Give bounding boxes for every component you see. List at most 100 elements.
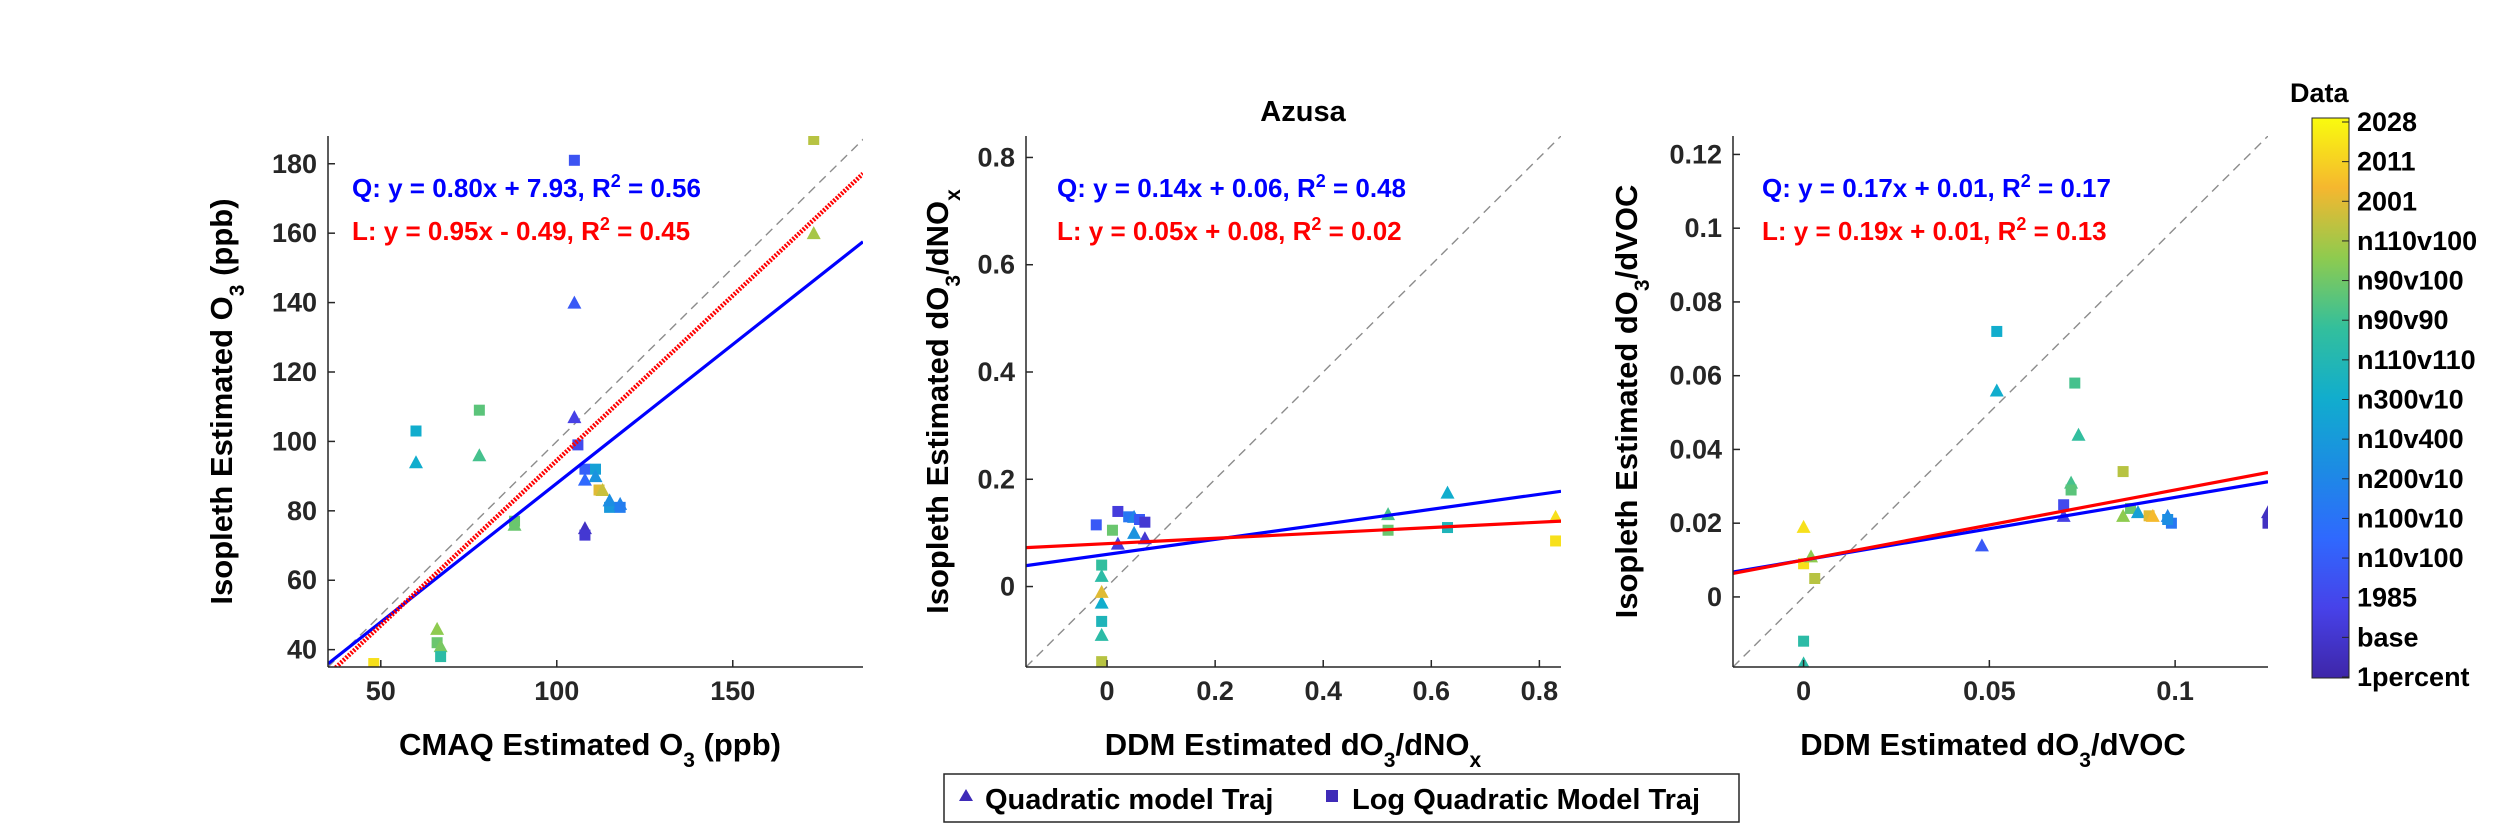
x-tick-label: 0 [1796, 676, 1811, 706]
data-point-square [1991, 325, 2003, 337]
fit-equation-q: Q: y = 0.14x + 0.06, R2 = 0.48 [1057, 171, 1406, 203]
colorbar-label: 1985 [2357, 583, 2417, 613]
data-point-triangle [1974, 538, 1989, 552]
data-point-triangle [1796, 519, 1811, 533]
y-tick-label: 0.1 [1684, 213, 1722, 243]
data-point-square [1139, 516, 1151, 528]
panel-dno3-dnox: 0 0.2 0.4 0.6 0.8 0 0.2 0.4 0.6 0.8 DDM Estimated … [920, 136, 1561, 772]
fit-line-l [333, 171, 863, 667]
identity-line [1026, 136, 1561, 667]
x-axis-label: DDM Estimated dO3/dVOC [1800, 727, 2185, 772]
plot-area [328, 136, 863, 667]
colorbar-label: n90v90 [2357, 305, 2449, 335]
x-tick-label: 150 [710, 676, 755, 706]
legend-square-marker [1326, 790, 1338, 802]
data-point-square [1096, 656, 1108, 667]
y-tick-label: 100 [272, 426, 317, 456]
data-point-triangle [507, 517, 522, 531]
data-point-triangle [408, 455, 423, 469]
colorbar: Data 2028 2011 2001 n110v100 n90v100 n90v90 n1… [2290, 78, 2477, 692]
data-point-triangle [577, 472, 592, 486]
y-tick-label: 0 [1000, 572, 1015, 602]
data-point-square [2262, 517, 2268, 529]
identity-line [328, 138, 863, 667]
y-tick-label: 0.08 [1669, 287, 1722, 317]
colorbar-label: n90v100 [2357, 266, 2464, 296]
data-point-square [579, 529, 591, 541]
x-axis-label: DDM Estimated dO3/dNOx [1105, 727, 1482, 772]
fit-equation-q: Q: y = 0.17x + 0.01, R2 = 0.17 [1762, 171, 2111, 203]
data-point-square [1798, 558, 1810, 570]
data-point-triangle [2116, 508, 2131, 522]
colorbar-label: base [2357, 622, 2419, 652]
colorbar-label: n100v10 [2357, 503, 2464, 533]
y-tick-label: 140 [272, 288, 317, 318]
legend-triangle-marker [959, 789, 973, 801]
data-point-square [1112, 505, 1124, 517]
data-point-square [1550, 535, 1561, 547]
y-axis-label: Isopleth Estimated O3 (ppb) [204, 198, 249, 604]
data-point-square [410, 425, 422, 437]
data-point-square [579, 463, 591, 475]
y-axis-label: Isopleth Estimated dO3/dNOx [920, 189, 965, 614]
y-tick-label: 0.6 [977, 250, 1015, 280]
y-tick-label: 0.02 [1669, 508, 1722, 538]
data-point-triangle [472, 448, 487, 462]
fit-line-q [1026, 489, 1561, 568]
panel-do3-dvoc: 0 0.05 0.1 0 0.02 0.04 0.06 0.08 0.1 0.12 DDM Esti… [1609, 136, 2268, 772]
colorbar-label: n110v100 [2357, 226, 2477, 256]
x-tick-label: 100 [534, 676, 579, 706]
data-point-square [473, 404, 485, 416]
y-tick-label: 0 [1707, 582, 1722, 612]
y-axis-label: Isopleth Estimated dO3/dVOC [1609, 185, 1654, 619]
data-point-triangle [2145, 508, 2160, 522]
y-tick-label: 0.4 [977, 357, 1015, 387]
data-point-triangle [1127, 525, 1142, 539]
legend: Quadratic model Traj Log Quadratic Model… [943, 773, 1740, 823]
fit-equation-l: L: y = 0.95x - 0.49, R2 = 0.45 [352, 214, 690, 246]
data-point-triangle [602, 493, 617, 507]
legend-label-quadratic: Quadratic model Traj [985, 784, 1273, 816]
data-point-square [2117, 466, 2129, 478]
data-point-square [2162, 514, 2174, 525]
data-point-triangle [1094, 595, 1109, 609]
data-point-square [1090, 519, 1102, 531]
data-point-triangle [1440, 485, 1455, 499]
fit-equation-q: Q: y = 0.80x + 7.93, R2 = 0.56 [352, 171, 701, 203]
y-tick-label: 0.2 [977, 464, 1015, 494]
data-point-square [572, 439, 584, 451]
data-point-triangle [567, 410, 582, 424]
data-point-triangle [1094, 627, 1109, 641]
data-point-square [431, 637, 443, 649]
data-point-square [2058, 499, 2070, 511]
data-point-triangle [433, 639, 448, 653]
y-tick-label: 0.04 [1669, 434, 1722, 464]
data-point-square [1809, 573, 1821, 584]
x-tick-label: 0.6 [1413, 676, 1451, 706]
panel-o3: 50 100 150 40 60 80 100 120 140 160 180 CMAQ Estima… [204, 136, 863, 772]
y-tick-label: 0.8 [977, 142, 1015, 172]
colorbar-label: n110v110 [2357, 345, 2476, 375]
colorbar-label: 1percent [2357, 662, 2470, 692]
x-tick-label: 0.2 [1196, 676, 1234, 706]
colorbar-gradient [2311, 117, 2350, 679]
data-point-square [568, 154, 580, 166]
colorbar-label: 2011 [2357, 147, 2416, 177]
data-point-triangle [1094, 568, 1109, 582]
data-point-triangle [588, 469, 603, 483]
y-tick-label: 60 [287, 565, 317, 595]
data-point-triangle [2130, 505, 2145, 519]
x-tick-label: 0.4 [1304, 676, 1342, 706]
data-point-triangle [430, 621, 445, 635]
data-point-square [2069, 377, 2081, 389]
legend-box [943, 773, 1740, 823]
legend-label-log-quadratic: Log Quadratic Model Traj [1352, 784, 1700, 816]
data-point-square [1106, 524, 1118, 536]
colorbar-label: n200v10 [2357, 464, 2464, 494]
colorbar-title: Data [2290, 78, 2350, 108]
data-point-triangle [567, 295, 582, 309]
data-point-square [1123, 511, 1135, 523]
data-point-square [614, 501, 626, 513]
fit-line-l [1733, 470, 2268, 575]
data-point-triangle [806, 226, 821, 240]
